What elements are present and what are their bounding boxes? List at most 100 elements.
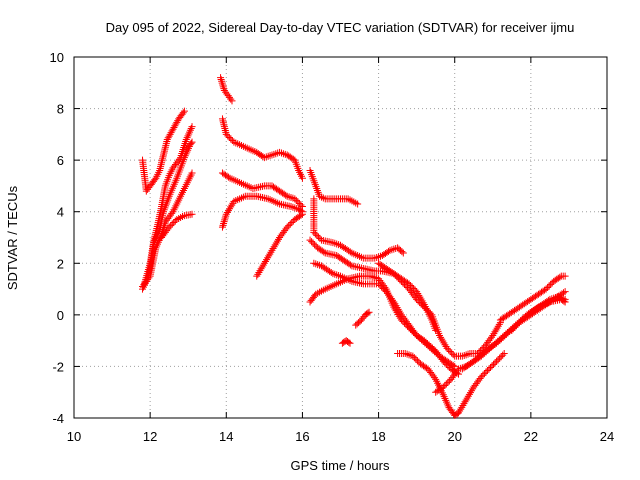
data-point [187, 139, 195, 147]
data-point [470, 357, 478, 365]
data-point [561, 272, 569, 280]
data-point [369, 273, 377, 281]
data-point [410, 354, 418, 362]
data-point [446, 347, 454, 355]
data-point [310, 259, 318, 267]
data-point [219, 221, 227, 229]
series-trace-o [306, 272, 463, 378]
data-point [188, 138, 196, 146]
data-point [502, 330, 510, 338]
x-tick-label: 16 [295, 429, 309, 444]
data-point [412, 355, 420, 363]
data-point [218, 77, 226, 85]
plot-frame [73, 56, 608, 419]
data-point [449, 351, 457, 359]
data-point [430, 374, 438, 382]
data-point [272, 150, 280, 158]
data-point [445, 346, 453, 354]
series-trace-c [139, 169, 196, 290]
data-point [268, 151, 276, 159]
data-point [448, 349, 456, 357]
series-trace-f [217, 74, 236, 105]
data-point [494, 338, 502, 346]
data-point [404, 322, 412, 330]
data-point [477, 373, 485, 381]
data-point [458, 352, 466, 360]
data-point [390, 270, 398, 278]
data-point [424, 340, 432, 348]
data-point [221, 216, 229, 224]
data-point [428, 344, 436, 352]
data-point [308, 238, 316, 246]
x-tick-label: 14 [219, 429, 233, 444]
data-point [414, 297, 422, 305]
data-point [327, 268, 335, 276]
data-point [311, 230, 319, 238]
data-point [297, 211, 305, 219]
data-point [482, 368, 490, 376]
data-point [217, 74, 225, 82]
series-trace-q [338, 337, 354, 347]
data-point [439, 357, 447, 365]
data-point [218, 79, 226, 87]
data-point [545, 282, 553, 290]
data-point [496, 354, 504, 362]
y-tick-label: -2 [52, 359, 64, 374]
data-point [416, 298, 424, 306]
data-point [295, 199, 303, 207]
data-point [218, 223, 226, 231]
data-point [364, 309, 372, 317]
data-point [292, 196, 300, 204]
data-point [262, 153, 270, 161]
data-point [460, 351, 468, 359]
data-point [413, 357, 421, 365]
data-point [397, 277, 405, 285]
data-point [559, 289, 567, 297]
data-point [384, 247, 392, 255]
data-point [346, 339, 354, 347]
series-trace-s [375, 259, 504, 360]
data-point [394, 274, 402, 282]
data-point [188, 210, 196, 218]
series-trace-v [496, 272, 569, 324]
data-point [345, 338, 353, 346]
data-point [220, 218, 228, 226]
x-axis-label: GPS time / hours [291, 458, 390, 473]
data-point [497, 335, 505, 343]
series-trace-k [306, 166, 362, 208]
data-point [508, 326, 516, 334]
series-trace-t [432, 295, 569, 396]
data-point [480, 370, 488, 378]
y-tick-label: 4 [57, 205, 64, 220]
data-point [544, 296, 552, 304]
data-point [422, 305, 430, 313]
data-point [487, 363, 495, 371]
data-point [473, 354, 481, 362]
data-point [501, 332, 509, 340]
data-point [497, 353, 505, 361]
data-point [561, 295, 569, 303]
data-point [227, 135, 235, 143]
data-point [346, 248, 354, 256]
data-point [471, 356, 479, 364]
data-point [396, 276, 404, 284]
data-point [220, 85, 228, 93]
data-point [285, 222, 293, 230]
data-point [371, 273, 379, 281]
data-point [266, 152, 274, 160]
data-point [167, 222, 175, 230]
data-point [329, 239, 337, 247]
data-point [289, 203, 297, 211]
data-point [400, 319, 408, 327]
data-point [425, 341, 433, 349]
data-point [180, 107, 188, 115]
series-trace-l [310, 195, 407, 262]
data-point [504, 329, 512, 337]
data-point [225, 133, 233, 141]
x-tick-label: 20 [447, 429, 461, 444]
data-point [420, 303, 428, 311]
data-point [393, 273, 401, 281]
data-point [399, 249, 407, 257]
